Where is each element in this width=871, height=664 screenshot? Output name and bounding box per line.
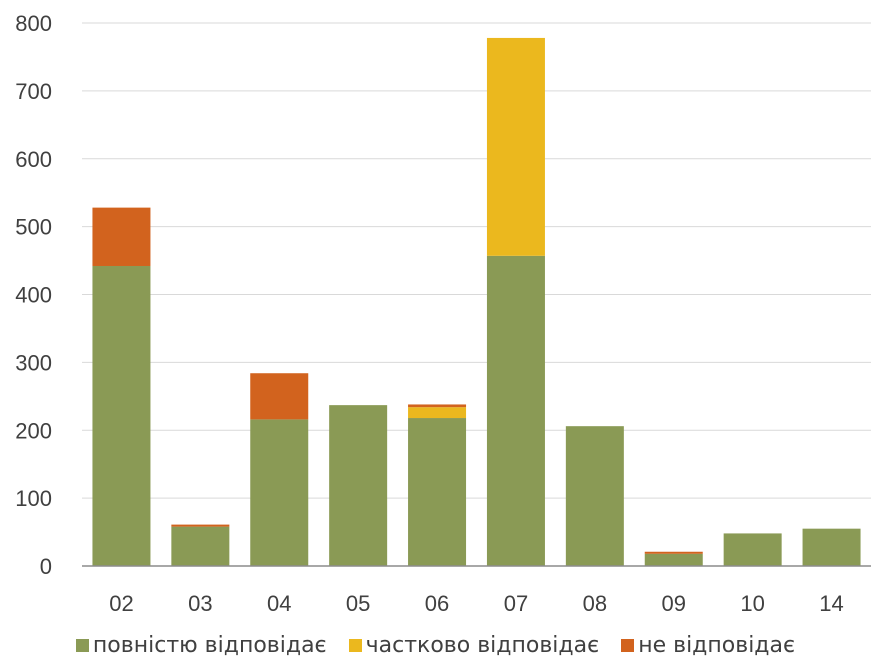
y-tick-label: 100 <box>15 486 52 511</box>
axes: 0 100 200 300 400 500 600 700 800 02 03 04 05 06 07 08 0… <box>15 11 871 616</box>
bar-segment-14-s0 <box>802 528 861 566</box>
x-tick-label: 10 <box>740 591 764 616</box>
legend-item-partially: частково відповідає <box>348 632 600 658</box>
x-tick-label: 08 <box>583 591 607 616</box>
bar-segment-04-s2 <box>250 373 309 420</box>
y-tick-label: 300 <box>15 350 52 375</box>
bar-segment-08-s0 <box>565 426 624 566</box>
bar-segment-03-s0 <box>171 526 230 566</box>
x-tick-label: 04 <box>267 591 291 616</box>
legend-label-partially: частково відповідає <box>365 632 600 658</box>
bar-segment-05-s0 <box>329 405 388 566</box>
legend: повністю відповідає частково відповідає … <box>0 630 871 660</box>
gridlines <box>82 22 871 499</box>
x-tick-label: 05 <box>346 591 370 616</box>
bar-segment-06-s2 <box>408 404 467 408</box>
bar-segment-07-s0 <box>486 255 545 566</box>
legend-item-not: не відповідає <box>621 633 795 658</box>
legend-label-not: не відповідає <box>638 632 796 658</box>
bar-segment-02-s2 <box>92 207 151 266</box>
y-tick-label: 200 <box>15 418 52 443</box>
x-tick-label: 02 <box>109 591 133 616</box>
y-tick-label: 800 <box>15 11 52 36</box>
y-tick-label: 600 <box>15 147 52 172</box>
bar-segment-07-s1 <box>486 37 545 256</box>
x-tick-label: 03 <box>188 591 212 616</box>
x-tick-label: 06 <box>425 591 449 616</box>
bar-segment-02-s0 <box>92 265 151 566</box>
y-tick-label: 700 <box>15 79 52 104</box>
bars <box>92 37 861 566</box>
x-tick-label: 07 <box>504 591 528 616</box>
y-tick-label: 500 <box>15 215 52 240</box>
legend-swatch-fully <box>75 638 89 652</box>
bar-segment-03-s2 <box>171 524 230 527</box>
bar-segment-10-s0 <box>723 533 782 566</box>
bar-segment-09-s0 <box>644 553 703 566</box>
bar-segment-04-s0 <box>250 419 309 566</box>
bar-segment-09-s2 <box>644 551 703 554</box>
legend-swatch-not <box>621 638 635 652</box>
legend-item-fully: повністю відповідає <box>75 632 327 658</box>
y-tick-label: 0 <box>40 554 52 579</box>
bar-segment-06-s0 <box>408 418 467 566</box>
bar-segment-06-s1 <box>408 407 467 419</box>
y-tick-label: 400 <box>15 283 52 308</box>
legend-swatch-partially <box>348 638 362 652</box>
x-tick-label: 09 <box>662 591 686 616</box>
x-tick-label: 14 <box>819 591 843 616</box>
chart-plot: 0 100 200 300 400 500 600 700 800 02 03 04 05 06 07 08 0… <box>15 11 871 616</box>
legend-label-fully: повністю відповідає <box>92 632 327 658</box>
